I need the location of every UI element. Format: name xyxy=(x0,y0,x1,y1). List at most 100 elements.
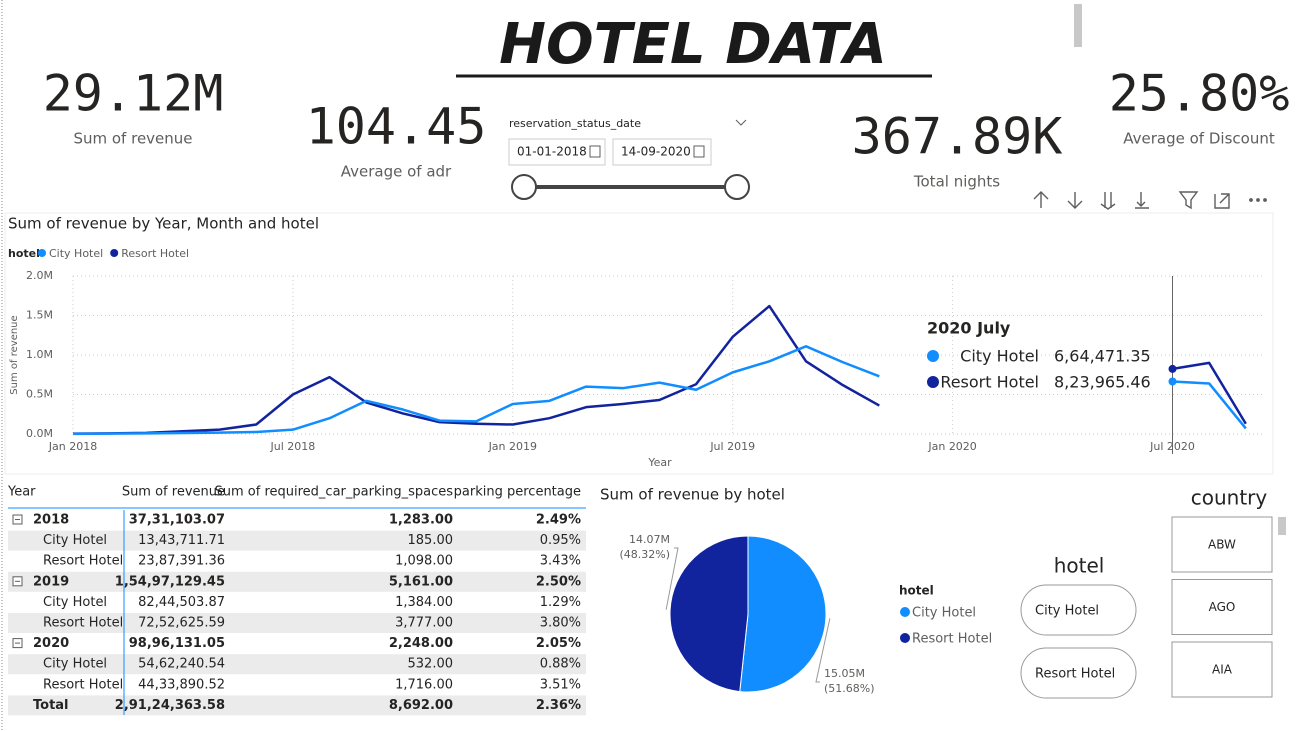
date-end: 14-09-2020 xyxy=(621,145,691,159)
row-band xyxy=(8,613,586,633)
slicer-button[interactable] xyxy=(1020,647,1137,699)
slicer-option: AGO xyxy=(1209,600,1236,614)
table-cell: Resort Hotel xyxy=(43,677,123,692)
y-tick-label: 1.5M xyxy=(26,309,53,322)
column-header: parking percentage xyxy=(454,485,581,500)
scrollbar xyxy=(1074,4,1082,47)
pie-percent-label: (51.68%) xyxy=(824,682,875,695)
kpi-label: Average of adr xyxy=(341,163,452,181)
table-cell: 2.49% xyxy=(536,513,581,528)
table-cell: 1.29% xyxy=(540,595,581,610)
table-cell: 0.88% xyxy=(540,657,581,672)
kpi-value: 104.45 xyxy=(306,98,487,156)
table-cell: 8,692.00 xyxy=(389,698,453,713)
slicer-button[interactable] xyxy=(1171,641,1273,698)
legend-label: Resort Hotel xyxy=(121,247,189,260)
table-cell: 1,283.00 xyxy=(389,513,453,528)
date-input[interactable] xyxy=(612,138,712,166)
table-cell: 2020 xyxy=(33,636,69,651)
pie-slice xyxy=(669,535,749,693)
tooltip-marker xyxy=(927,376,939,388)
legend-marker xyxy=(110,249,119,257)
legend-label: Resort Hotel xyxy=(912,632,992,647)
calendar-icon xyxy=(693,145,705,158)
legend-title: hotel xyxy=(8,247,40,260)
table-cell: 185.00 xyxy=(408,533,454,548)
table-cell: 2.50% xyxy=(536,574,581,589)
legend-marker xyxy=(900,633,910,643)
date-start: 01-01-2018 xyxy=(517,145,587,159)
table-cell: 2.05% xyxy=(536,636,581,651)
table-cell: 1,54,97,129.45 xyxy=(115,574,225,589)
tooltip-value: 6,64,471.35 xyxy=(1054,347,1151,366)
kpi-value: 29.12M xyxy=(43,65,224,123)
x-tick-label: Jul 2018 xyxy=(270,440,316,453)
series-line xyxy=(72,304,1247,435)
row-band xyxy=(8,571,586,592)
date-input[interactable] xyxy=(508,138,606,166)
chevron-icon xyxy=(735,119,747,126)
table-cell: 37,31,103.07 xyxy=(129,513,225,528)
row-band xyxy=(8,530,586,551)
table-cell: 3.43% xyxy=(540,554,581,569)
slicer-title: country xyxy=(1191,486,1268,510)
slicer-button[interactable] xyxy=(1171,516,1273,573)
table-cell: 3.51% xyxy=(540,677,581,692)
slider-handle[interactable] xyxy=(511,174,537,200)
table-cell: 98,96,131.05 xyxy=(129,636,225,651)
slicer-button[interactable] xyxy=(1171,579,1273,635)
page-title: HOTEL DATA xyxy=(499,12,887,77)
legend-title: hotel xyxy=(899,584,934,598)
slider-handle[interactable] xyxy=(724,174,750,200)
table-cell: 2,91,24,363.58 xyxy=(115,698,225,713)
table-cell: 2018 xyxy=(33,513,69,528)
column-header: Sum of required_car_parking_spaces xyxy=(215,485,454,500)
y-tick-label: 2.0M xyxy=(26,269,53,282)
slicer-option: Resort Hotel xyxy=(1035,667,1115,682)
slicer-option: AIA xyxy=(1212,663,1233,677)
legend-marker xyxy=(38,249,46,257)
slicer-button[interactable] xyxy=(1020,584,1137,636)
table-cell: City Hotel xyxy=(43,533,107,548)
legend-label: City Hotel xyxy=(912,606,976,621)
table-cell: 13,43,711.71 xyxy=(138,533,225,548)
tooltip-label: Resort Hotel xyxy=(940,373,1039,392)
table-cell: Total xyxy=(33,698,69,713)
pie-percent-label: (48.32%) xyxy=(619,548,670,561)
table-cell: 3.80% xyxy=(540,616,581,631)
hover-point xyxy=(1168,364,1177,373)
table-cell: 2.36% xyxy=(536,698,581,713)
pie-value-label: 15.05M xyxy=(824,667,865,680)
table-cell: 82,44,503.87 xyxy=(138,595,225,610)
chart-title: Sum of revenue by Year, Month and hotel xyxy=(8,215,319,233)
table-cell: City Hotel xyxy=(43,657,107,672)
kpi-value: 25.80% xyxy=(1109,65,1290,123)
table-cell: 44,33,890.52 xyxy=(138,677,225,692)
kpi-label: Average of Discount xyxy=(1123,130,1275,148)
kpi-label: Total nights xyxy=(913,173,1000,191)
hover-point xyxy=(1168,377,1177,386)
table-cell: 532.00 xyxy=(408,657,454,672)
column-header: Year xyxy=(7,485,36,500)
y-tick-label: 1.0M xyxy=(26,348,53,361)
pie-value-label: 14.07M xyxy=(629,533,670,546)
kpi-label: Sum of revenue xyxy=(73,130,192,148)
series-line xyxy=(72,345,1247,436)
x-tick-label: Jan 2019 xyxy=(488,440,537,453)
table-cell: 54,62,240.54 xyxy=(138,657,225,672)
column-header: Sum of revenue xyxy=(122,485,225,500)
visual-header-icons xyxy=(1033,191,1267,210)
table-cell: 23,87,391.36 xyxy=(138,554,225,569)
y-tick-label: 0.0M xyxy=(26,427,53,440)
table-cell: 5,161.00 xyxy=(389,574,453,589)
table-cell: 2019 xyxy=(33,574,69,589)
leader-line xyxy=(815,618,831,683)
legend-marker xyxy=(900,607,910,617)
tooltip-value: 8,23,965.46 xyxy=(1054,373,1151,392)
table-cell: 1,716.00 xyxy=(395,677,453,692)
legend-label: City Hotel xyxy=(49,247,103,260)
slicer-title: hotel xyxy=(1054,554,1105,578)
x-tick-label: Jan 2020 xyxy=(927,440,976,453)
table-cell: 72,52,625.59 xyxy=(138,616,225,631)
